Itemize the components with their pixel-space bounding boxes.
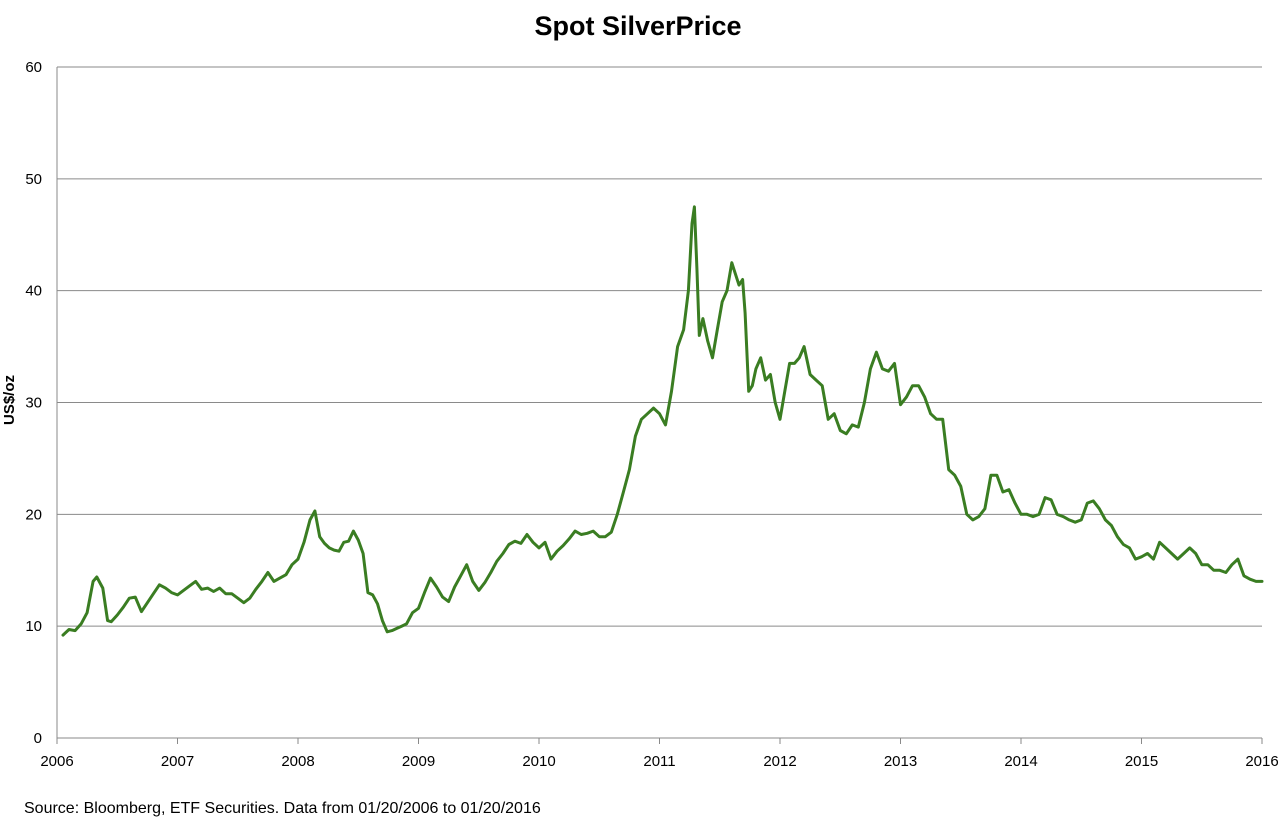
- x-tick-label: 2007: [161, 753, 194, 770]
- y-tick-label: 60: [25, 59, 42, 76]
- x-tick-label: 2016: [1245, 753, 1278, 770]
- x-tick-label: 2015: [1125, 753, 1158, 770]
- y-axis-title: US$/oz: [1, 375, 18, 425]
- series-layer: [61, 205, 1264, 637]
- y-tick-label: 40: [25, 283, 42, 300]
- y-tick-label: 20: [25, 506, 42, 523]
- x-tick-label: 2009: [402, 753, 435, 770]
- x-tick-label: 2011: [643, 753, 675, 770]
- axes: [56, 67, 1263, 744]
- x-tick-label: 2014: [1004, 753, 1037, 770]
- gridlines: [57, 66, 1262, 627]
- y-tick-label: 0: [34, 730, 42, 747]
- x-tick-label: 2013: [884, 753, 917, 770]
- x-tick-label: 2006: [40, 753, 73, 770]
- x-tick-label: 2010: [522, 753, 555, 770]
- y-tick-label: 30: [25, 395, 42, 412]
- series-line: [61, 205, 1264, 637]
- y-tick-label: 10: [25, 618, 42, 635]
- chart-title: Spot SilverPrice: [534, 11, 741, 41]
- tick-labels: 0 10 20 30 40 50 60 2006 2007 2008 2009 2010 2011 201…: [25, 59, 1278, 770]
- source-note: Source: Bloomberg, ETF Securities. Data …: [24, 800, 541, 817]
- x-tick-label: 2008: [281, 753, 314, 770]
- y-tick-label: 50: [25, 171, 42, 188]
- x-tick-label: 2012: [763, 753, 796, 770]
